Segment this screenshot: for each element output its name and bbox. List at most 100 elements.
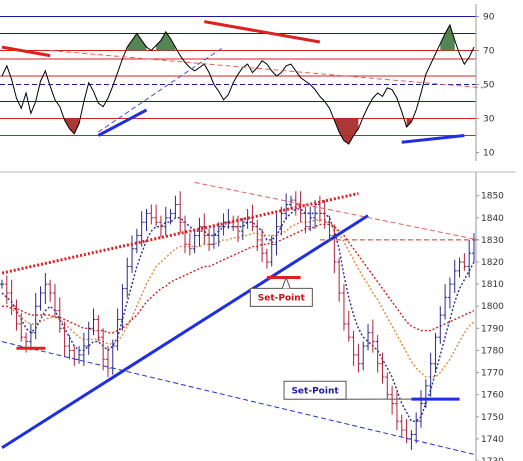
price-tick-label: 1800 xyxy=(481,302,504,312)
price-bar xyxy=(158,215,163,238)
price-bar xyxy=(375,334,380,373)
set-point-label: Set-Point xyxy=(258,293,306,303)
price-bar xyxy=(81,332,86,366)
price-bar xyxy=(125,257,130,298)
price-bar xyxy=(438,306,443,344)
price-bar xyxy=(462,253,467,271)
price-bar xyxy=(48,279,53,302)
price-tick-label: 1760 xyxy=(481,391,504,401)
price-bar xyxy=(62,321,67,358)
price-bar xyxy=(144,208,149,232)
price-bar xyxy=(341,284,346,331)
price-bar xyxy=(202,213,207,245)
price-tick-label: 1770 xyxy=(481,369,504,379)
price-bar xyxy=(351,330,356,366)
price-bar xyxy=(91,308,96,335)
price-bar xyxy=(394,390,399,431)
price-bar xyxy=(433,332,438,373)
price-bar xyxy=(317,195,322,223)
price-bar xyxy=(183,215,188,254)
price-bar xyxy=(346,310,351,342)
price-bar xyxy=(86,321,91,355)
price-bar xyxy=(264,248,269,269)
osc-overbought-fill xyxy=(127,33,147,51)
osc-overbought-fill xyxy=(440,25,455,51)
price-bar xyxy=(356,343,361,373)
price-tick-label: 1730 xyxy=(481,457,504,461)
price-bar xyxy=(197,217,202,247)
osc-tick-label: 70 xyxy=(483,47,495,57)
price-bar xyxy=(366,323,371,351)
price-bar xyxy=(149,204,154,225)
price-tick-label: 1740 xyxy=(481,435,504,445)
set-point-annotation: Set-Point xyxy=(283,380,412,400)
price-bar xyxy=(38,286,43,311)
price-bar xyxy=(274,213,279,256)
price-bar xyxy=(43,273,48,305)
price-bar xyxy=(130,235,135,274)
price-tick-label: 1780 xyxy=(481,346,504,356)
price-bar xyxy=(447,277,452,309)
osc-tick-label: 10 xyxy=(483,149,495,159)
price-bar xyxy=(14,299,19,331)
price-bar xyxy=(279,206,284,236)
price-bar xyxy=(0,279,4,289)
set-point-annotation: Set-Point xyxy=(249,276,313,307)
price-bar xyxy=(33,292,38,340)
price-bar xyxy=(457,257,462,278)
price-tick-label: 1840 xyxy=(481,214,504,224)
price-bar xyxy=(385,372,390,400)
price-bar xyxy=(173,195,178,218)
osc-trendline xyxy=(204,20,321,44)
osc-trendline xyxy=(50,50,484,89)
price-bar xyxy=(187,233,192,256)
price-bar xyxy=(303,206,308,234)
price-bar xyxy=(67,334,72,360)
price-bar xyxy=(260,228,265,263)
price-panel: Set-Point Set-Point 1850 1840 1830 1820 1810 18… xyxy=(0,171,516,461)
price-bar xyxy=(293,191,298,216)
osc-trendline xyxy=(98,46,224,133)
price-bar xyxy=(240,217,245,240)
price-bar xyxy=(115,308,120,351)
osc-overbought-fill xyxy=(156,31,176,51)
price-bar xyxy=(428,352,433,397)
price-bar xyxy=(168,208,173,225)
price-bar xyxy=(327,215,332,240)
price-bar xyxy=(154,204,159,227)
price-tick-label: 1850 xyxy=(481,192,504,202)
osc-oversold-fill xyxy=(406,118,412,127)
price-bar xyxy=(4,275,9,305)
price-bar xyxy=(443,284,448,320)
price-bar xyxy=(211,224,216,249)
price-bar xyxy=(399,414,404,437)
price-bar xyxy=(57,297,62,333)
price-tick-label: 1790 xyxy=(481,324,504,334)
price-tick-label: 1830 xyxy=(481,236,504,246)
price-tick-label: 1810 xyxy=(481,280,504,290)
osc-tick-label: 50 xyxy=(483,81,495,91)
price-bar xyxy=(28,323,33,351)
price-trendline xyxy=(1,341,475,455)
price-bar xyxy=(452,259,457,293)
price-bar xyxy=(390,385,395,415)
price-bar xyxy=(269,235,274,267)
osc-trendline xyxy=(401,134,465,144)
price-bar xyxy=(105,346,110,377)
price-bar xyxy=(370,319,375,353)
price-bar xyxy=(467,239,472,278)
price-trendline xyxy=(1,192,359,275)
set-point-pointer xyxy=(281,276,291,289)
set-point-label: Set-Point xyxy=(291,386,339,396)
price-tick-label: 1820 xyxy=(481,258,504,268)
price-bar xyxy=(423,379,428,408)
osc-trendline xyxy=(1,45,51,58)
price-bar xyxy=(414,412,419,444)
price-bar xyxy=(163,206,168,236)
price-bar xyxy=(9,279,14,316)
oscillator-panel: 90 70 50 30 10 xyxy=(0,4,495,161)
price-bar xyxy=(255,220,260,251)
osc-oversold-fill xyxy=(64,118,80,134)
price-bar xyxy=(77,346,82,364)
